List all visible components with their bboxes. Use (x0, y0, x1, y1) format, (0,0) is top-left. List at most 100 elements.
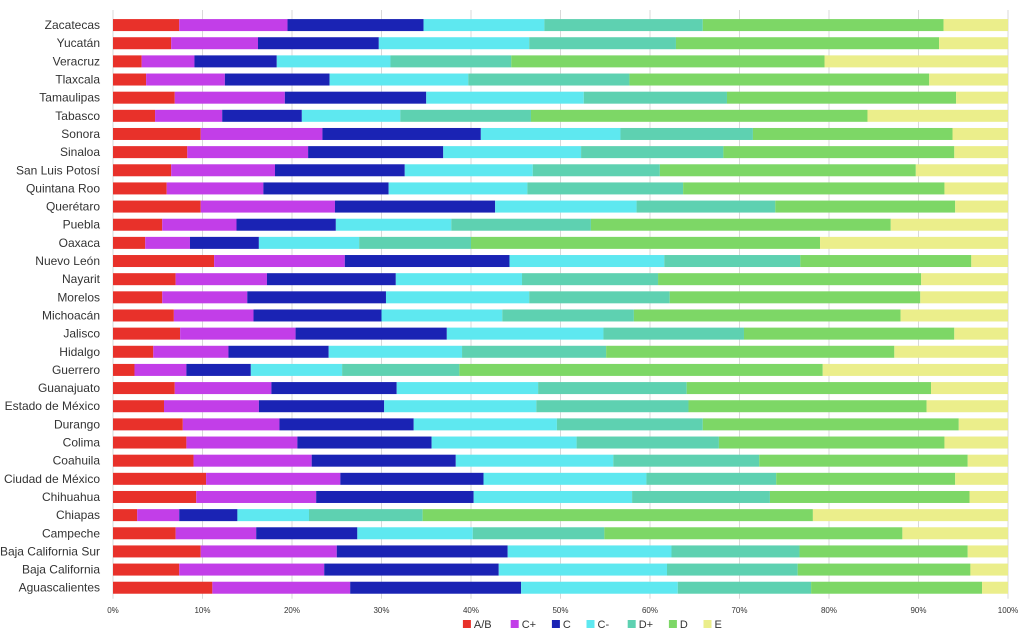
bar-segment (113, 309, 174, 322)
x-tick-label: 100% (998, 606, 1018, 615)
bar-segment (811, 581, 983, 594)
bar-segment (423, 19, 545, 32)
category-label: San Luis Potosí (16, 163, 101, 177)
bar-segment (824, 55, 1008, 68)
category-label: Aguascalientes (19, 581, 100, 595)
bar-segment (629, 73, 930, 86)
bar-segment (686, 382, 932, 395)
x-tick-label: 50% (552, 606, 568, 615)
legend-label: C- (598, 619, 610, 631)
legend: A/B C+ C C- D+ D E (462, 619, 722, 631)
x-tick-label: 60% (642, 606, 658, 615)
bar-segment (718, 436, 945, 449)
bar-segment (590, 218, 891, 231)
bar-segment (206, 472, 341, 485)
category-label: Nayarit (62, 272, 101, 286)
bar-segment (182, 418, 280, 431)
bar-segment (113, 73, 147, 86)
x-tick-label: 10% (194, 606, 210, 615)
bar-segment (113, 91, 175, 104)
category-label: Sinaloa (60, 145, 100, 159)
bar-segment (971, 255, 1008, 268)
bar-segment (113, 490, 197, 503)
bar-segment (952, 127, 1008, 140)
bar-segment (336, 545, 508, 558)
bar-segment (636, 200, 776, 213)
bar-segment (297, 436, 432, 449)
bar-segment (113, 527, 176, 540)
bar-segment (200, 545, 337, 558)
bar-segment (422, 509, 813, 522)
bar-segment (175, 273, 267, 286)
bar-segment (677, 581, 812, 594)
category-labels: Zacatecas Yucatán Veracruz Tlaxcala Tamaulip… (0, 18, 101, 595)
category-label: Sonora (61, 127, 100, 141)
category-label: Hidalgo (59, 345, 100, 359)
bar-segment (921, 273, 1008, 286)
bar-segment (113, 472, 207, 485)
bar-segment (271, 382, 397, 395)
bar-segment (145, 236, 190, 249)
bar-segment (820, 236, 1008, 249)
bar-segment (113, 218, 163, 231)
bar-segment (113, 509, 138, 522)
bar-segment (253, 309, 382, 322)
bar-segment (166, 182, 264, 195)
bar-segment (632, 490, 770, 503)
category-label: Ciudad de México (4, 472, 100, 486)
bar-segment (576, 436, 719, 449)
legend-label: D (680, 619, 688, 631)
bar-segment (462, 345, 607, 358)
bar-segment (633, 309, 901, 322)
bar-segment (726, 91, 957, 104)
bar-segment (413, 418, 557, 431)
bar-segment (675, 37, 940, 50)
bar-segment (194, 55, 277, 68)
bar-segment (113, 164, 172, 177)
bar-segment (179, 19, 288, 32)
bar-segment (342, 363, 460, 376)
bar-segment (659, 164, 916, 177)
bar-segment (970, 563, 1008, 576)
bar-segment (174, 382, 272, 395)
bar-segment (384, 400, 537, 413)
bar-segment (455, 454, 614, 467)
legend-label: C+ (522, 619, 536, 631)
bar-segment (583, 91, 727, 104)
bar-segment (431, 436, 577, 449)
category-label: Querétaro (46, 200, 100, 214)
bar-segment (175, 527, 257, 540)
bar-segment (113, 19, 180, 32)
category-label: Durango (54, 417, 100, 431)
bar-segment (193, 454, 312, 467)
bar-segment (113, 109, 156, 122)
bar-segment (266, 273, 396, 286)
category-label: Baja California (22, 563, 100, 577)
bar-segment (113, 200, 201, 213)
category-label: Quintana Roo (26, 181, 100, 195)
x-tick-label: 80% (821, 606, 837, 615)
bar-segment (502, 309, 634, 322)
bar-segment (507, 545, 672, 558)
bar-segment (179, 509, 238, 522)
bar-segment (955, 472, 1008, 485)
bar-segment (189, 236, 259, 249)
bar-segment (344, 255, 510, 268)
bar-segment (334, 200, 496, 213)
category-label: Michoacán (42, 308, 100, 322)
category-label: Tamaulipas (39, 91, 100, 105)
bar-segment (511, 55, 825, 68)
bar-segment (646, 472, 777, 485)
category-label: Oaxaca (59, 236, 101, 250)
bar-segment (775, 200, 956, 213)
bar-segment (920, 291, 1008, 304)
bar-segment (894, 345, 1008, 358)
bar-segment (153, 345, 229, 358)
bar-segment (529, 37, 676, 50)
category-label: Puebla (63, 218, 101, 232)
bar-segment (822, 363, 1008, 376)
bar-segment (390, 55, 512, 68)
bar-segment (180, 327, 296, 340)
bar-segment (939, 37, 1008, 50)
bar-segment (603, 327, 744, 340)
